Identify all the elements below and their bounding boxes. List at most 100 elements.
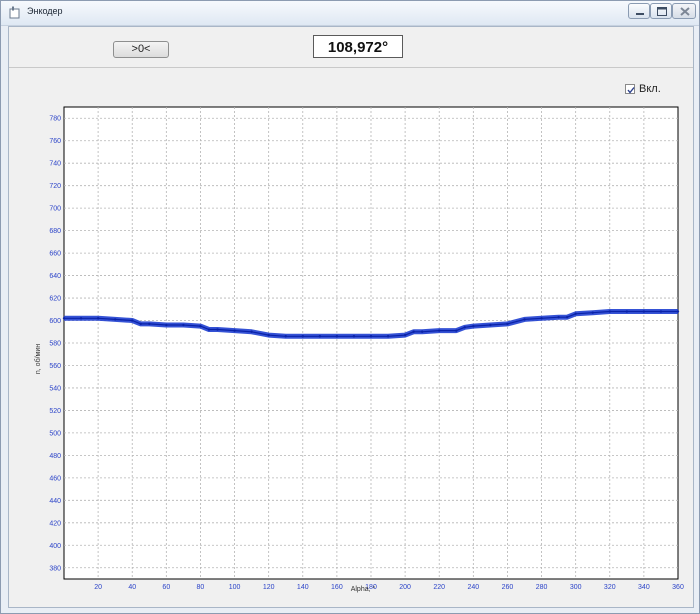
x-tick-label: 40	[128, 584, 136, 591]
maximize-icon	[657, 7, 667, 16]
x-tick-label: 340	[638, 584, 650, 591]
y-tick-label: 400	[49, 543, 61, 550]
data-point	[455, 329, 458, 332]
data-point	[284, 335, 287, 338]
data-point	[62, 317, 66, 320]
data-point	[506, 322, 509, 326]
series-layer	[62, 309, 680, 339]
y-tick-label: 680	[49, 228, 61, 235]
data-point	[412, 330, 415, 333]
data-point	[608, 310, 611, 313]
data-point	[335, 335, 339, 338]
zero-button[interactable]: >0<	[113, 41, 169, 58]
data-point	[642, 310, 646, 313]
y-tick-label: 760	[49, 138, 61, 145]
data-point	[139, 322, 142, 326]
data-point	[369, 335, 373, 338]
data-point	[131, 319, 134, 322]
y-tick-label: 460	[49, 475, 61, 482]
y-tick-label: 440	[49, 498, 61, 505]
grid-lines	[64, 107, 678, 579]
check-icon	[627, 87, 635, 94]
data-point	[540, 317, 543, 320]
data-point	[438, 329, 441, 332]
x-tick-label: 220	[433, 584, 445, 591]
y-tick-label: 720	[49, 183, 61, 190]
data-point	[301, 335, 304, 338]
angle-readout: 108,972°	[313, 35, 403, 58]
data-point	[386, 335, 390, 338]
y-tick-label: 480	[49, 453, 61, 460]
x-tick-label: 160	[331, 584, 343, 591]
y-tick-label: 560	[49, 363, 61, 370]
y-tick-label: 500	[49, 430, 61, 437]
data-point	[463, 326, 467, 329]
y-tick-label: 780	[49, 116, 61, 123]
y-tick-label: 420	[49, 520, 61, 527]
y-tick-label: 600	[49, 318, 61, 325]
x-tick-label: 20	[94, 584, 102, 591]
data-point	[625, 310, 629, 313]
y-tick-label: 640	[49, 273, 61, 280]
close-icon	[680, 7, 690, 16]
y-tick-label: 740	[49, 161, 61, 168]
data-point	[574, 312, 577, 315]
x-tick-label: 80	[197, 584, 205, 591]
y-tick-label: 660	[49, 251, 61, 258]
minimize-icon	[636, 13, 644, 15]
data-point	[676, 310, 680, 313]
y-tick-label: 620	[49, 296, 61, 303]
y-tick-label: 380	[49, 565, 61, 572]
data-point	[165, 323, 168, 327]
data-point	[489, 323, 492, 327]
maximize-button[interactable]	[650, 3, 672, 19]
data-point	[216, 328, 219, 331]
toolbar: >0< 108,972°	[9, 27, 693, 68]
data-point	[207, 328, 211, 331]
data-point	[96, 317, 100, 320]
y-tick-label: 700	[49, 206, 61, 213]
data-point	[403, 333, 407, 337]
speed-chart: 20 40 60 80 100 120 140 160 180 200 220 240 260 280 30…	[34, 106, 684, 593]
data-point	[182, 323, 185, 327]
x-tick-label: 240	[467, 584, 479, 591]
enable-checkbox[interactable]	[625, 84, 635, 94]
client-area: >0< 108,972° Вкл. 20 40 60 80 100 120 140 160 18…	[8, 26, 694, 608]
data-point	[318, 335, 322, 338]
data-point	[79, 317, 83, 320]
data-point	[591, 311, 594, 314]
window-icon	[9, 6, 20, 19]
x-tick-label: 300	[570, 584, 582, 591]
close-button[interactable]	[672, 3, 696, 19]
tick-labels: 20 40 60 80 100 120 140 160 180 200 220 240 260 280 30…	[49, 116, 684, 591]
title-bar[interactable]: Энкодер	[1, 1, 699, 26]
data-point	[565, 315, 569, 319]
y-tick-label: 520	[49, 408, 61, 415]
data-point	[250, 330, 253, 333]
x-tick-label: 140	[297, 584, 309, 591]
data-point	[267, 333, 270, 337]
minimize-button[interactable]	[628, 3, 650, 19]
x-tick-label: 260	[502, 584, 514, 591]
data-point	[233, 329, 236, 332]
data-point	[557, 315, 560, 319]
y-axis-label: n, об/мин	[34, 344, 42, 374]
data-point	[113, 318, 117, 321]
data-point	[659, 310, 663, 313]
y-tick-label: 540	[49, 385, 61, 392]
x-tick-label: 120	[263, 584, 275, 591]
x-tick-label: 180	[365, 584, 377, 591]
y-tick-label: 580	[49, 341, 61, 348]
x-tick-label: 200	[399, 584, 411, 591]
data-point	[352, 335, 356, 338]
series-line	[64, 310, 678, 337]
data-point	[148, 322, 151, 326]
enable-label: Вкл.	[639, 83, 661, 95]
data-point	[523, 318, 526, 321]
x-tick-label: 320	[604, 584, 616, 591]
x-tick-label: 280	[536, 584, 548, 591]
data-point	[472, 324, 475, 328]
x-tick-label: 360	[672, 584, 684, 591]
x-tick-label: 60	[162, 584, 170, 591]
